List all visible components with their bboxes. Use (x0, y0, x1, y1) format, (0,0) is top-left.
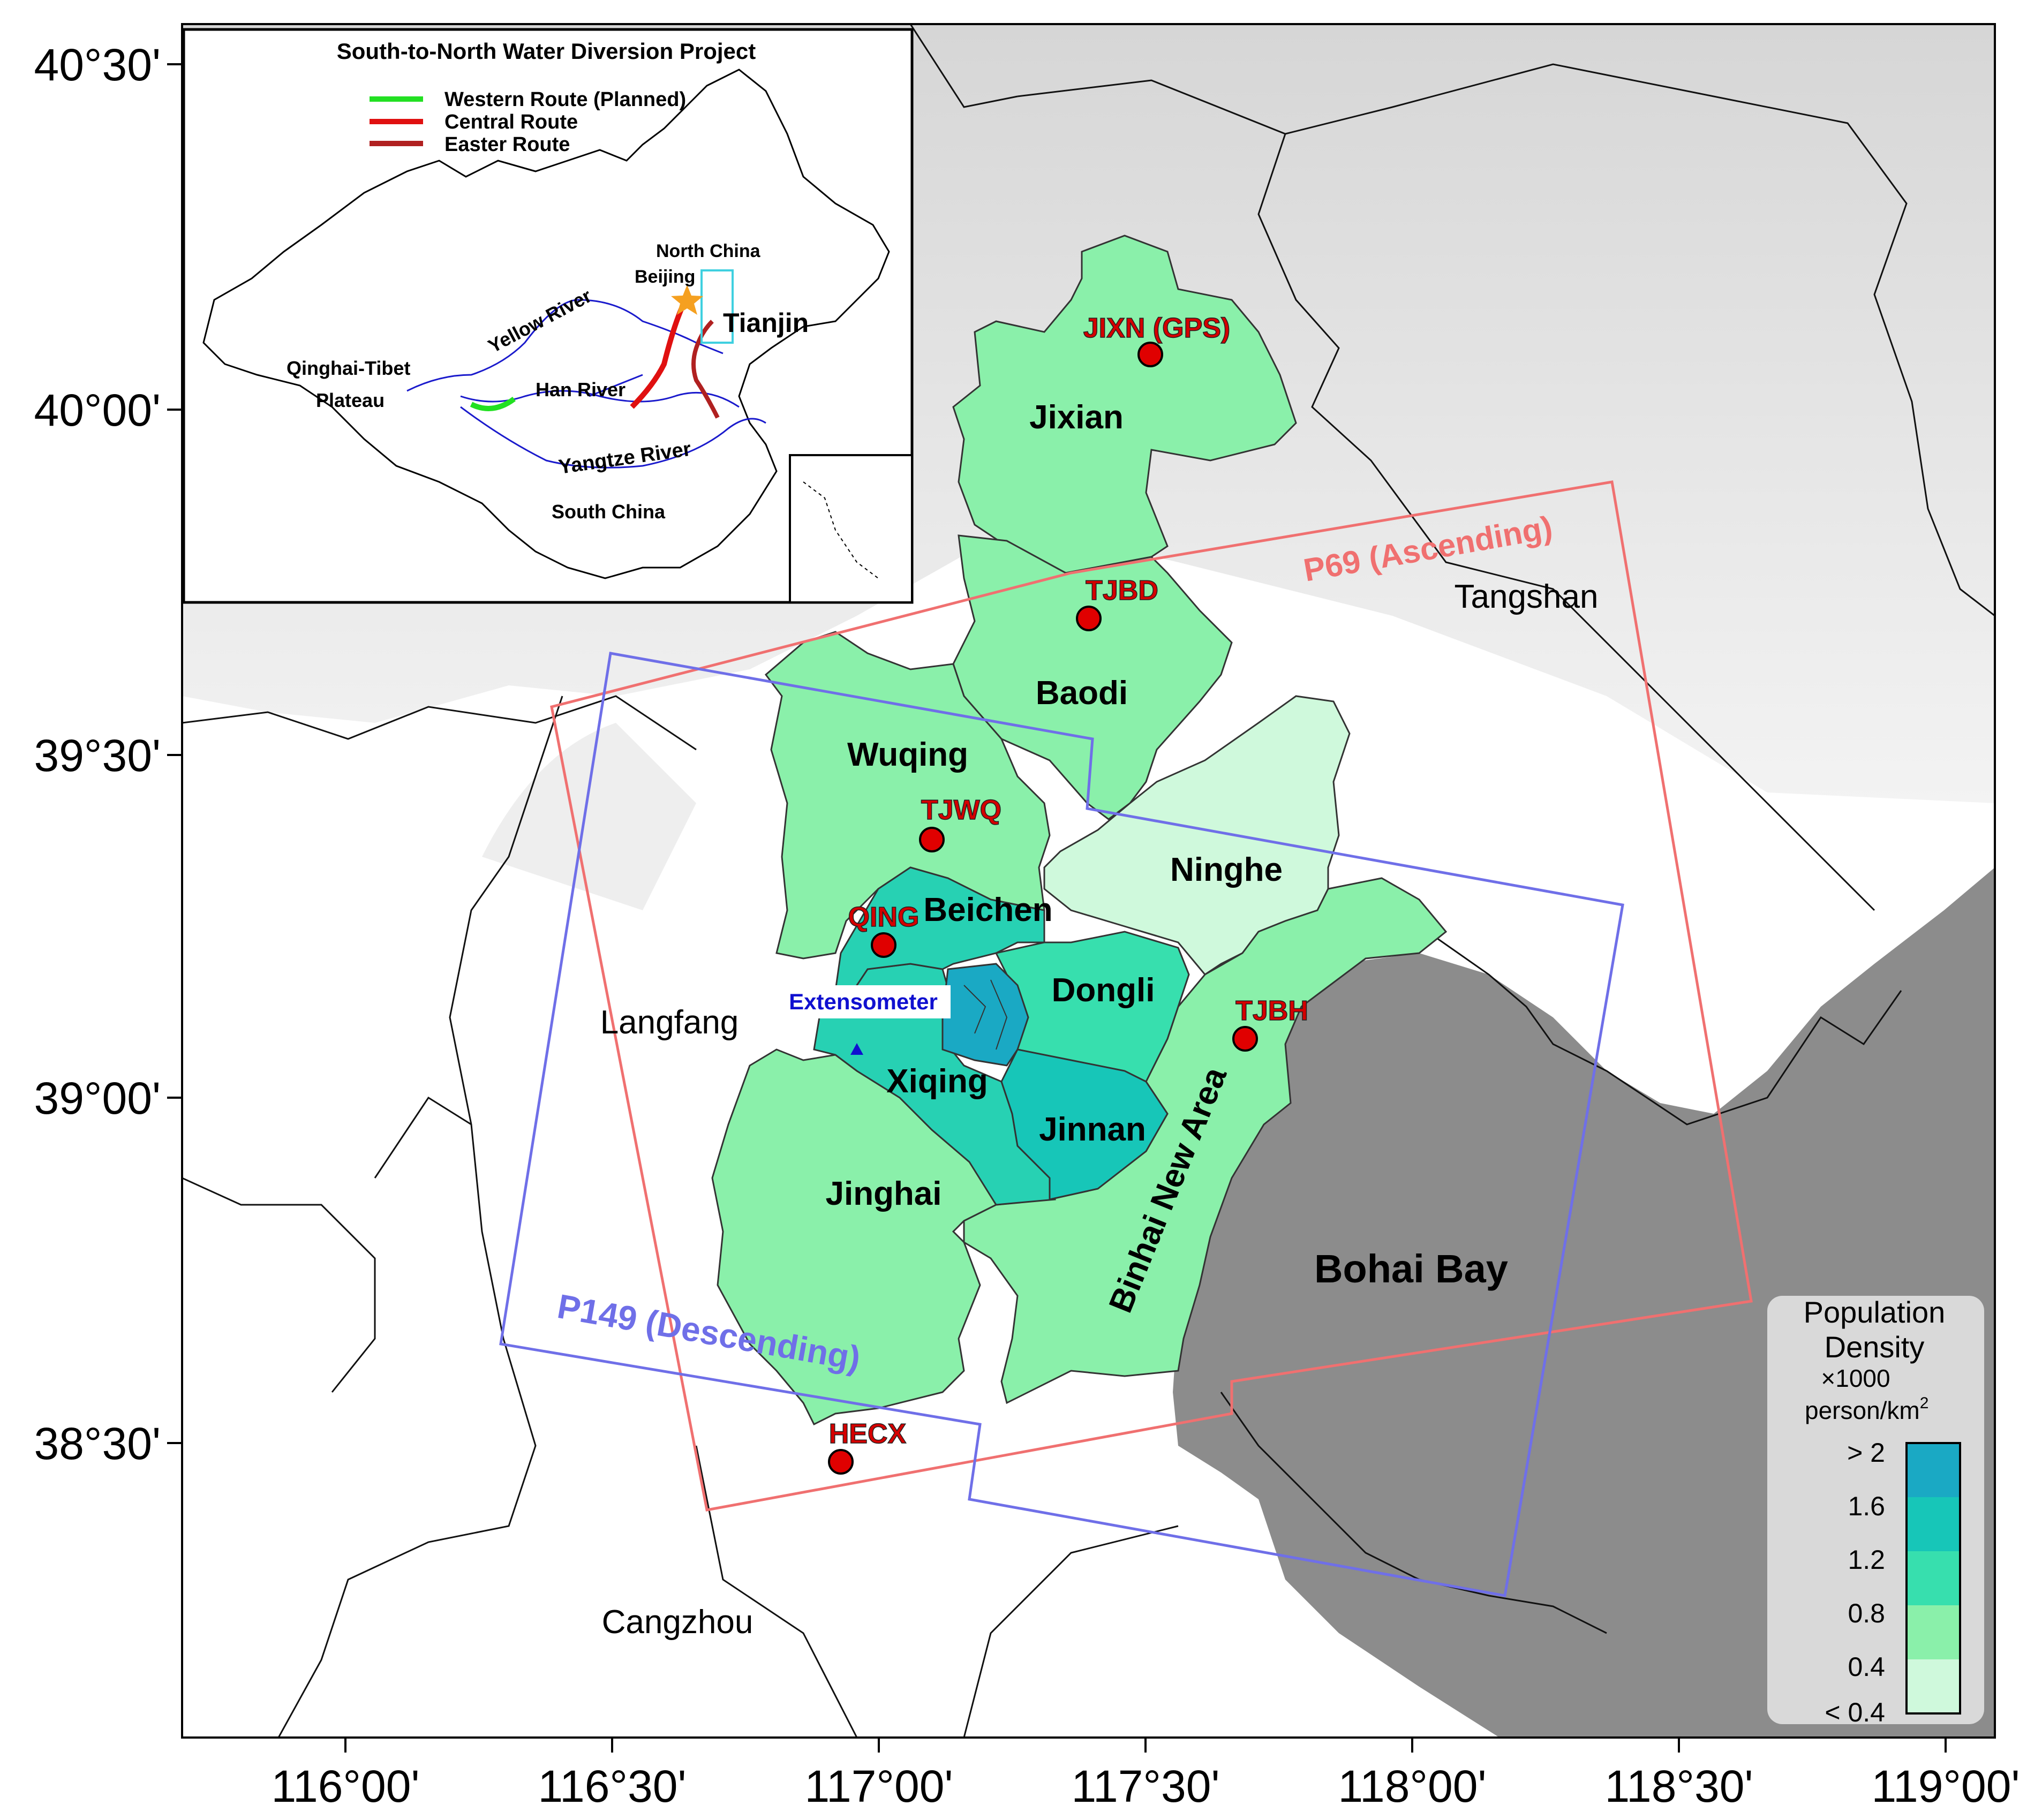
legend-color-bin (1907, 1659, 1960, 1713)
legend-class-16: 1.6 (1848, 1491, 1885, 1521)
legend-class-gt2: > 2 (1847, 1438, 1885, 1468)
map-frame (181, 23, 1996, 1739)
station-label-jixn: JIXN (GPS) (1083, 313, 1231, 344)
label-langfang: Langfang (600, 1004, 739, 1041)
lon-label-11800: 118°00' (1338, 1761, 1487, 1811)
inset-beijing-star (671, 285, 703, 315)
inset-title: South-to-North Water Diversion Project (337, 39, 756, 64)
station-label-tjbh: TJBH (1235, 995, 1308, 1026)
station-label-tjwq: TJWQ (921, 795, 1001, 826)
label-bohai-bay: Bohai Bay (1314, 1247, 1508, 1291)
axis-ticks (167, 63, 1947, 1753)
legend: Population Density ×1000 person/km2 > 2 … (1767, 1295, 1984, 1727)
inset-label-qinghai-2: Plateau (316, 389, 385, 411)
legend-unit-1: ×1000 (1821, 1364, 1890, 1392)
stations: JIXN (GPS) TJBD TJWQ QING TJBH HECX (828, 312, 1309, 1475)
legend-class-08: 0.8 (1848, 1598, 1885, 1628)
inset-rivers (406, 299, 766, 469)
admin-boundaries (182, 24, 1995, 1738)
inset-label-south-china: South China (552, 501, 666, 523)
inset-legend-western: Western Route (Planned) (444, 88, 686, 111)
legend-title-1: Population (1804, 1295, 1946, 1329)
label-dongli: Dongli (1052, 972, 1155, 1009)
station-label-tjbd: TJBD (1086, 575, 1158, 606)
legend-color-bin (1907, 1443, 1960, 1497)
inset-legend-eastern: Easter Route (444, 133, 570, 156)
station-marker-qing (871, 932, 896, 958)
track-p69-ascending (550, 480, 1753, 1512)
label-cangzhou: Cangzhou (602, 1604, 753, 1641)
label-wuqing: Wuqing (847, 736, 968, 773)
inset-south-sea-islands (803, 481, 879, 579)
inset-legend-central: Central Route (444, 111, 578, 133)
label-beichen: Beichen (923, 892, 1052, 928)
lon-label-11730: 117°30' (1072, 1761, 1220, 1811)
legend-colorbar-frame (1905, 1442, 1961, 1715)
inset-china-outline (202, 69, 890, 579)
legend-class-lt04: < 0.4 (1825, 1697, 1885, 1727)
station-marker-tjwq (919, 827, 945, 852)
lat-label-3900: 39°00' (34, 1073, 161, 1123)
lat-label-3830: 38°30' (34, 1418, 161, 1469)
lon-label-11630: 116°30' (538, 1761, 687, 1811)
inset-western-route (470, 396, 516, 411)
station-marker-hecx (828, 1449, 854, 1475)
lat-label-4030: 40°30' (34, 40, 161, 90)
legend-class-12: 1.2 (1848, 1545, 1885, 1575)
label-xiqing: Xiqing (886, 1063, 988, 1100)
lon-label-11600: 116°00' (272, 1761, 420, 1811)
inset-label-tianjin: Tianjin (723, 308, 809, 338)
inset-central-route (630, 298, 688, 409)
label-ninghe: Ninghe (1170, 851, 1283, 888)
inset-study-area-box (700, 269, 734, 344)
station-marker-tjbd (1076, 606, 1102, 631)
lon-label-11700: 117°00' (805, 1761, 953, 1811)
legend-color-bin (1907, 1497, 1960, 1551)
label-jinnan: Jinnan (1039, 1111, 1146, 1148)
label-jinghai: Jinghai (825, 1175, 941, 1212)
legend-unit-2: person/km2 (1805, 1394, 1928, 1424)
extensometer-label-bg (777, 985, 951, 1018)
inset-south-sea-box (789, 454, 913, 603)
legend-title-2: Density (1825, 1330, 1925, 1364)
legend-color-bin (1907, 1605, 1960, 1659)
lat-label-4000: 40°00' (34, 385, 161, 435)
station-label-hecx: HECX (829, 1418, 907, 1449)
urban-core-internal-borders (963, 979, 1008, 1050)
inset-map: South-to-North Water Diversion Project W… (182, 28, 914, 604)
inset-label-north-china: North China (656, 241, 761, 261)
label-tangshan: Tangshan (1455, 578, 1599, 615)
lon-label-11900: 119°00' (1872, 1761, 2020, 1811)
lon-label-11830: 118°30' (1605, 1761, 1753, 1811)
extensometer-label: Extensometer (789, 989, 938, 1014)
lat-label-3930: 39°30' (34, 730, 161, 781)
station-marker-jixn (1137, 342, 1163, 367)
extensometer-marker (850, 1043, 863, 1055)
inset-label-qinghai-1: Qinghai-Tibet (287, 357, 410, 379)
legend-color-bin (1907, 1551, 1960, 1605)
district-urban-core (941, 963, 1029, 1067)
track-p149-descending (499, 652, 1624, 1597)
inset-label-han-river: Han River (536, 379, 626, 401)
station-label-qing: QING (848, 902, 920, 933)
label-baodi: Baodi (1036, 675, 1128, 712)
legend-class-04: 0.4 (1848, 1652, 1885, 1682)
tianjin-districts (711, 235, 1448, 1426)
hill-patch (482, 723, 696, 910)
label-jixian: Jixian (1029, 399, 1124, 436)
station-marker-tjbh (1232, 1026, 1258, 1052)
inset-label-beijing: Beijing (635, 267, 695, 287)
district-jinnan (1000, 1048, 1169, 1200)
